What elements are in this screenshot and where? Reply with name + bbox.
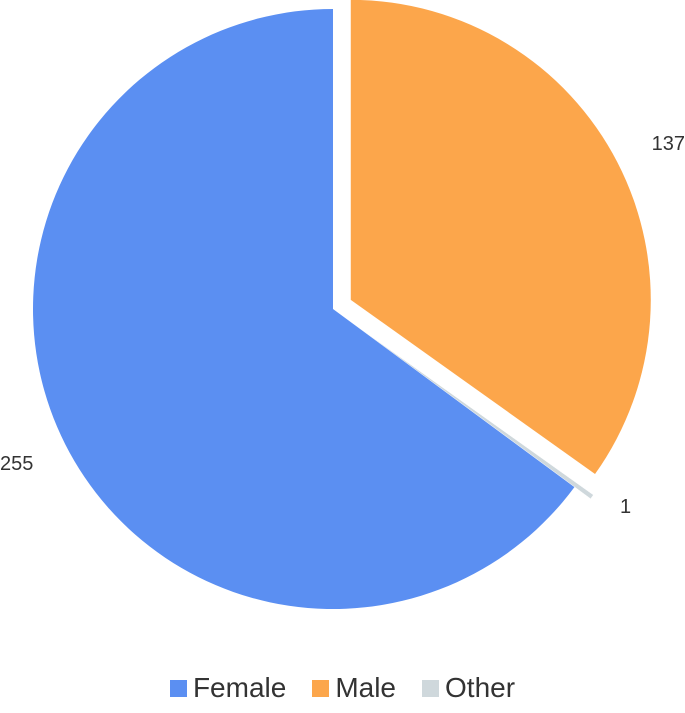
data-label-male: 137 — [652, 133, 685, 155]
legend-swatch-female — [169, 679, 187, 697]
legend-label-male: Male — [335, 672, 397, 703]
pie-slice-male[interactable] — [350, 0, 651, 475]
legend-item-male[interactable]: Male — [312, 672, 396, 704]
legend-label-other: Other — [445, 672, 516, 703]
legend: Female Male Other — [0, 672, 685, 704]
legend-swatch-male — [312, 679, 330, 697]
legend-item-female[interactable]: Female — [169, 672, 287, 704]
data-label-other: 1 — [620, 496, 631, 518]
legend-swatch-other — [422, 679, 440, 697]
legend-item-other[interactable]: Other — [422, 672, 515, 704]
pie-chart-plot: 255 137 1 — [0, 0, 685, 609]
data-label-female: 255 — [0, 453, 33, 475]
legend-label-female: Female — [192, 672, 287, 703]
pie-slice-other[interactable] — [349, 320, 594, 500]
pie-slice-female[interactable] — [33, 9, 575, 609]
